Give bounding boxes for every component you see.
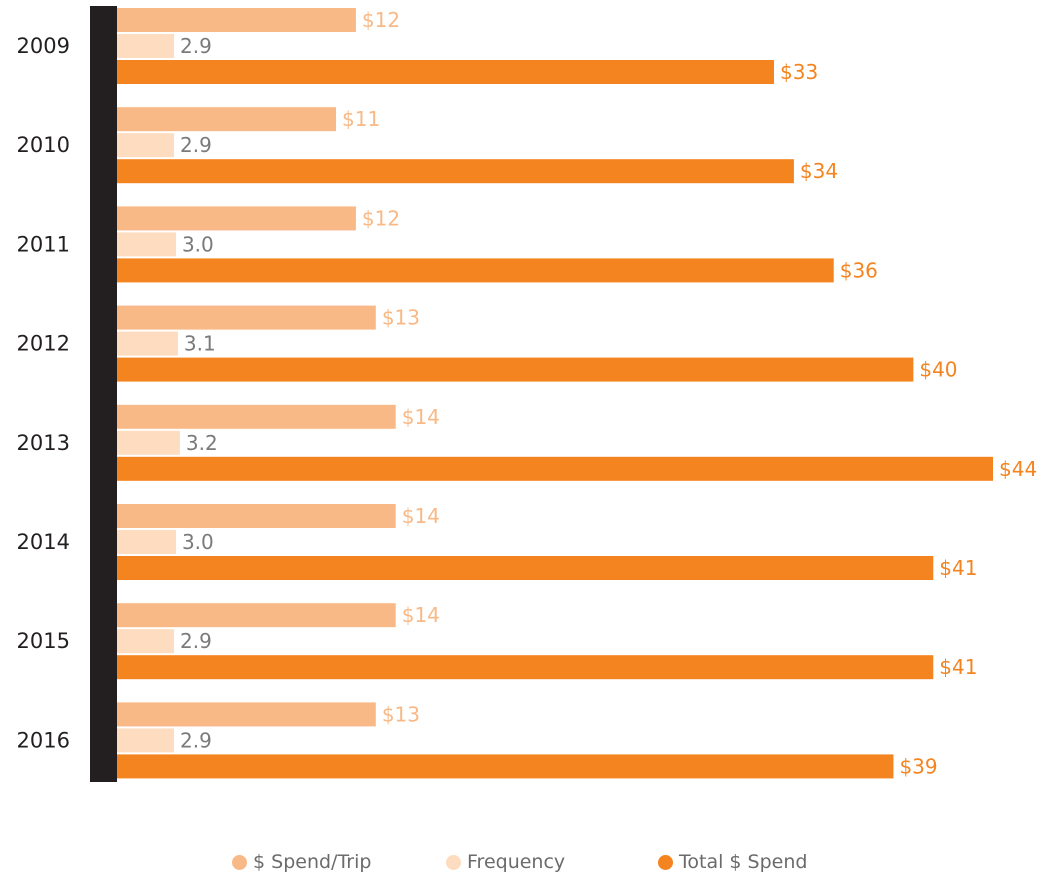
data-label-total-spend-2015: $41 (939, 655, 977, 679)
data-label-total-spend-2014: $41 (939, 556, 977, 580)
data-label-spend-trip-2012: $13 (382, 306, 420, 330)
legend-swatch-spend-per-trip (232, 854, 247, 870)
data-label-spend-trip-2014: $14 (402, 504, 440, 528)
bar-total-spend-2009 (117, 60, 774, 84)
y-tick-label-2009: 2009 (17, 34, 70, 58)
bar-total-spend-2013 (117, 456, 993, 481)
legend-label-spend-per-trip: $ Spend/Trip (253, 851, 372, 873)
data-label-spend-trip-2016: $13 (382, 702, 420, 726)
bar-spend-trip-2013 (117, 404, 396, 429)
data-label-frequency-2012: 3.1 (184, 332, 216, 356)
legend-swatch-total-spend (658, 854, 673, 870)
bar-total-spend-2016 (117, 754, 894, 779)
legend-item-total-spend: Total $ Spend (658, 848, 807, 876)
legend-item-spend-per-trip: $ Spend/Trip (232, 848, 371, 876)
data-label-spend-trip-2010: $11 (342, 107, 380, 131)
data-label-frequency-2011: 3.0 (182, 232, 214, 256)
bar-total-spend-2011 (117, 258, 834, 283)
bar-total-spend-2015 (117, 655, 934, 680)
legend-swatch-frequency (446, 854, 461, 870)
data-label-frequency-2016: 2.9 (180, 728, 212, 752)
data-label-frequency-2015: 2.9 (180, 629, 212, 653)
y-tick-label-2011: 2011 (17, 232, 70, 256)
bar-frequency-2010 (117, 133, 174, 158)
bar-spend-trip-2015 (117, 603, 396, 628)
bar-spend-trip-2012 (117, 305, 376, 330)
bar-frequency-2014 (117, 530, 176, 554)
data-label-total-spend-2012: $40 (919, 358, 957, 382)
bar-chart: 2009 $12 2.9 $33 2010 $11 2.9 $34 2011 $12 3.0 $36 2… (17, 6, 1037, 782)
data-label-spend-trip-2009: $12 (362, 8, 400, 32)
bar-spend-trip-2010 (117, 107, 336, 132)
data-label-frequency-2013: 3.2 (186, 431, 218, 455)
data-label-frequency-2010: 2.9 (180, 133, 212, 157)
bar-frequency-2016 (117, 728, 174, 753)
y-tick-label-2012: 2012 (17, 332, 70, 356)
bar-spend-trip-2011 (117, 206, 356, 231)
bar-frequency-2013 (117, 430, 180, 455)
bar-frequency-2011 (117, 232, 176, 257)
bar-frequency-2015 (117, 629, 174, 654)
bar-frequency-2009 (117, 34, 174, 58)
bar-total-spend-2014 (117, 556, 934, 580)
data-label-frequency-2014: 3.0 (182, 530, 214, 554)
y-tick-label-2016: 2016 (17, 728, 70, 752)
data-label-frequency-2009: 2.9 (180, 34, 212, 58)
data-label-total-spend-2013: $44 (999, 457, 1037, 481)
y-tick-label-2015: 2015 (17, 629, 70, 653)
legend-item-frequency: Frequency (446, 848, 565, 876)
bar-spend-trip-2016 (117, 702, 376, 727)
data-label-total-spend-2009: $33 (780, 60, 818, 84)
data-label-total-spend-2011: $36 (840, 258, 878, 282)
data-label-spend-trip-2011: $12 (362, 206, 400, 230)
data-label-spend-trip-2015: $14 (402, 603, 440, 627)
bar-spend-trip-2014 (117, 504, 396, 528)
bar-total-spend-2012 (117, 357, 914, 382)
data-label-spend-trip-2013: $14 (402, 405, 440, 429)
y-tick-label-2014: 2014 (17, 530, 70, 554)
y-tick-label-2013: 2013 (17, 431, 70, 455)
legend-label-total-spend: Total $ Spend (679, 851, 808, 873)
y-axis-band (90, 6, 117, 782)
bar-total-spend-2010 (117, 159, 794, 184)
legend-label-frequency: Frequency (467, 851, 566, 873)
data-label-total-spend-2016: $39 (899, 754, 937, 778)
data-label-total-spend-2010: $34 (800, 159, 838, 183)
bar-spend-trip-2009 (117, 8, 356, 32)
y-tick-label-2010: 2010 (17, 133, 70, 157)
bar-frequency-2012 (117, 331, 178, 356)
